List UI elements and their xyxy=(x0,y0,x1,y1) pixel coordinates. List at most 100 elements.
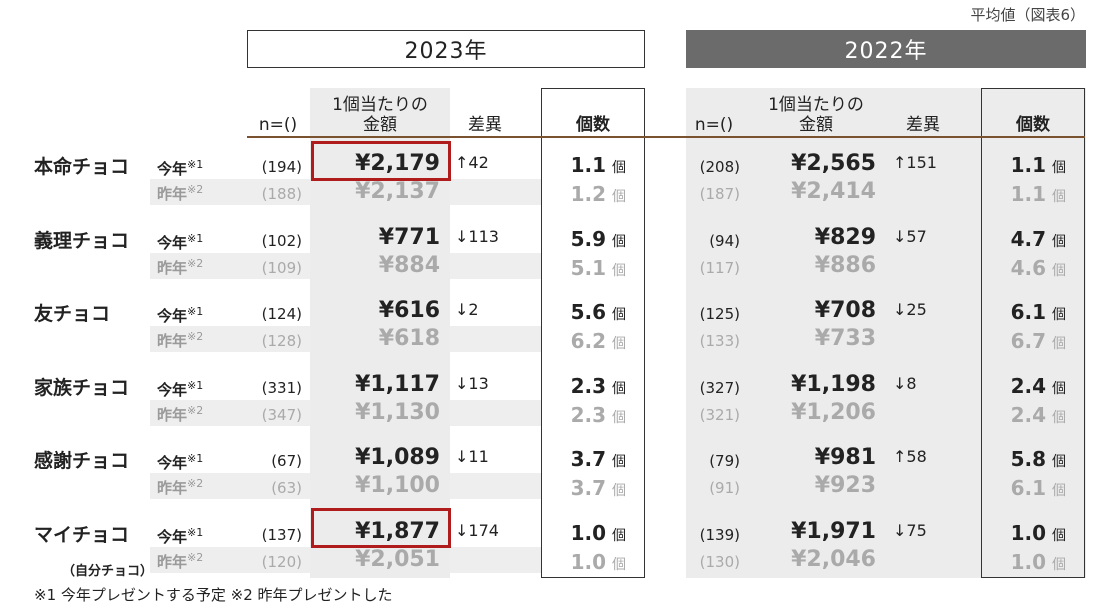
count-column-box-2022 xyxy=(981,88,1085,578)
col-amount-2023: 1個当たりの 金額 xyxy=(310,95,450,135)
this-year-sup: ※1 xyxy=(187,232,204,245)
difference-2023: ↓11 xyxy=(455,447,489,466)
count-value: 4.7 xyxy=(1010,227,1046,251)
n-count-2023: (102) xyxy=(261,232,302,250)
count-2022: 2.4 個 xyxy=(996,374,1066,398)
col-diff-2023: 差異 xyxy=(468,115,502,135)
count-unit: 個 xyxy=(1052,381,1066,397)
gray-panel-2022 xyxy=(686,88,1086,578)
count-unit: 個 xyxy=(612,234,626,250)
category-label: 義理チョコ xyxy=(34,230,130,252)
count-value: 1.0 xyxy=(570,550,606,574)
count-prev-2022: 6.7 個 xyxy=(996,329,1066,353)
last-year-sup: ※2 xyxy=(187,551,204,564)
count-unit: 個 xyxy=(612,160,626,176)
count-value: 6.7 xyxy=(1010,329,1046,353)
count-2022: 4.7 個 xyxy=(996,227,1066,251)
amount-2022: ¥981 xyxy=(814,445,876,470)
amount-2023: ¥1,877 xyxy=(355,519,440,544)
count-prev-2023: 6.2 個 xyxy=(556,329,626,353)
count-unit: 個 xyxy=(1052,454,1066,470)
amount-2023: ¥1,089 xyxy=(355,445,440,470)
footnote: ※1 今年プレゼントする予定 ※2 昨年プレゼントした xyxy=(34,586,393,604)
difference-2022: ↓25 xyxy=(893,300,927,319)
prev-row-stripe xyxy=(450,400,541,426)
count-unit: 個 xyxy=(612,263,626,279)
count-prev-2022: 6.1 個 xyxy=(996,476,1066,500)
count-2022: 6.1 個 xyxy=(996,300,1066,324)
last-year-label: 昨年※2 xyxy=(157,551,203,572)
count-value: 5.6 xyxy=(570,300,606,324)
count-value: 1.0 xyxy=(1010,550,1046,574)
amount-2023: ¥2,179 xyxy=(355,151,440,176)
last-year-label: 昨年※2 xyxy=(157,183,203,204)
prev-row-stripe xyxy=(150,473,310,499)
amount-prev-2023: ¥884 xyxy=(378,253,440,278)
amount-prev-2022: ¥2,414 xyxy=(791,179,876,204)
count-prev-2023: 2.3 個 xyxy=(556,403,626,427)
prev-row-stripe xyxy=(450,473,541,499)
amount-2022: ¥1,198 xyxy=(791,372,876,397)
n-count-2022: (208) xyxy=(699,158,740,176)
amount-2022: ¥1,971 xyxy=(791,519,876,544)
last-year-label: 昨年※2 xyxy=(157,477,203,498)
difference-2023: ↓174 xyxy=(455,521,499,540)
last-year-label: 昨年※2 xyxy=(157,330,203,351)
count-value: 5.8 xyxy=(1010,447,1046,471)
difference-2022: ↓75 xyxy=(893,521,927,540)
count-value: 1.0 xyxy=(570,521,606,545)
count-prev-2023: 1.2 個 xyxy=(556,182,626,206)
this-year-sup: ※1 xyxy=(187,452,204,465)
difference-2023: ↓2 xyxy=(455,300,479,319)
this-year-label: 今年※1 xyxy=(157,305,203,326)
chart-note: 平均値（図表6） xyxy=(970,6,1085,24)
count-value: 2.4 xyxy=(1010,403,1046,427)
col-amount-line2: 金額 xyxy=(363,115,397,135)
count-value: 1.1 xyxy=(570,153,606,177)
col-n-2023: n=() xyxy=(258,115,298,135)
difference-2022: ↓57 xyxy=(893,227,927,246)
this-year-sup: ※1 xyxy=(187,305,204,318)
count-unit: 個 xyxy=(1052,263,1066,279)
last-year-text: 昨年 xyxy=(157,479,188,497)
count-value: 2.3 xyxy=(570,403,606,427)
count-value: 6.1 xyxy=(1010,300,1046,324)
this-year-label: 今年※1 xyxy=(157,232,203,253)
n-count-prev-2023: (347) xyxy=(261,406,302,424)
count-unit: 個 xyxy=(1052,528,1066,544)
amount-prev-2023: ¥2,137 xyxy=(355,179,440,204)
n-count-2023: (194) xyxy=(261,158,302,176)
count-value: 6.2 xyxy=(570,329,606,353)
category-label: 感謝チョコ xyxy=(34,450,130,472)
difference-2023: ↓113 xyxy=(455,227,499,246)
difference-2022: ↓8 xyxy=(893,374,917,393)
col-amount-line1: 1個当たりの xyxy=(332,95,428,115)
count-unit: 個 xyxy=(612,381,626,397)
prev-row-stripe xyxy=(450,253,541,279)
count-2023: 5.6 個 xyxy=(556,300,626,324)
prev-row-stripe xyxy=(450,326,541,352)
n-count-prev-2023: (120) xyxy=(261,553,302,571)
amount-prev-2022: ¥886 xyxy=(814,253,876,278)
last-year-label: 昨年※2 xyxy=(157,257,203,278)
amount-2022: ¥708 xyxy=(814,298,876,323)
count-value: 6.1 xyxy=(1010,476,1046,500)
n-count-2023: (67) xyxy=(271,452,302,470)
count-value: 1.1 xyxy=(1010,182,1046,206)
category-label: マイチョコ xyxy=(34,524,130,546)
n-count-2022: (79) xyxy=(709,452,740,470)
this-year-text: 今年 xyxy=(157,454,188,472)
last-year-sup: ※2 xyxy=(187,477,204,490)
count-prev-2022: 2.4 個 xyxy=(996,403,1066,427)
count-unit: 個 xyxy=(612,410,626,426)
count-prev-2023: 1.0 個 xyxy=(556,550,626,574)
count-unit: 個 xyxy=(612,189,626,205)
amount-2023: ¥771 xyxy=(378,225,440,250)
count-unit: 個 xyxy=(1052,307,1066,323)
count-prev-2022: 1.1 個 xyxy=(996,182,1066,206)
count-value: 5.9 xyxy=(570,227,606,251)
col-count-2023: 個数 xyxy=(576,115,610,135)
amount-prev-2023: ¥2,051 xyxy=(355,547,440,572)
count-unit: 個 xyxy=(1052,189,1066,205)
last-year-text: 昨年 xyxy=(157,259,188,277)
